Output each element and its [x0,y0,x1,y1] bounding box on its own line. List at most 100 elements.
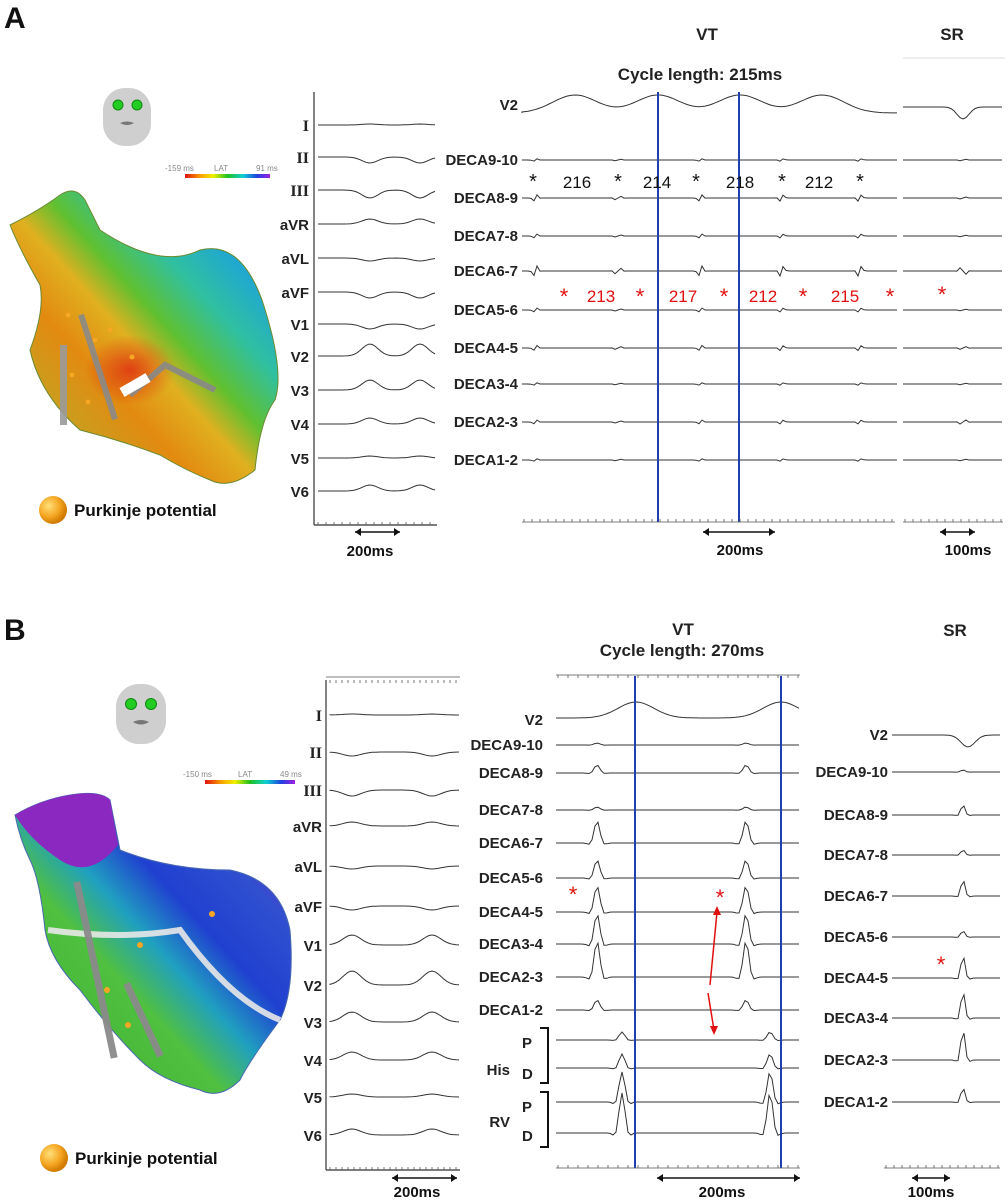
vt-lead-label: DECA1-2 [454,452,518,469]
lat-max-label: 91 ms [256,164,278,173]
surface-lead-label: V2 [291,349,309,366]
scale-vt-b: 200ms [699,1184,746,1200]
his-rv-trace [556,1052,799,1070]
sr-lead-trace [903,158,1002,162]
surface-lead-trace [318,189,436,199]
deca-activation-asterisk: * [614,171,622,193]
purkinje-asterisk: * [569,882,578,907]
cycle-interval-label: 218 [726,173,754,192]
cycle-length-b: Cycle length: 270ms [600,641,764,660]
deca-activation-asterisk: * [529,171,537,193]
surface-lead-label: III [290,183,309,200]
sr-lead-label: DECA4-5 [824,970,888,987]
cycle-interval-label: 214 [643,173,671,192]
surface-lead-label: V5 [304,1090,322,1107]
surface-lead-label: aVF [281,285,309,302]
sr-lead-label: DECA2-3 [824,1052,888,1069]
surface-lead-trace [318,484,436,492]
surface-lead-trace [329,865,460,870]
vt-lead-label: DECA9-10 [445,152,518,169]
his-rv-trace [556,1031,799,1042]
sr-lead-label: DECA1-2 [824,1094,888,1111]
vt-lead-trace [556,764,799,775]
lat-max-label: 49 ms [280,770,302,779]
surface-lead-label: II [310,745,322,762]
sr-lead-trace [903,196,1002,200]
vt-lead-trace [522,158,897,162]
vt-lead-trace [522,344,897,352]
orange-sphere-icon [39,496,67,524]
vt-lead-trace [556,941,799,980]
sr-lead-trace [903,382,1002,386]
sr-lead-trace [903,106,1002,120]
sr-lead-trace [892,849,1000,856]
vt-lead-label: V2 [525,712,543,729]
vt-block: VT Cycle length: 215ms V2 DECA9-10 DECA8-9… [445,25,897,559]
surface-lead-trace [329,751,460,757]
legend-label: Purkinje potential [74,501,217,520]
vt-lead-label: DECA7-8 [479,802,543,819]
surface-lead-label: V4 [304,1053,323,1070]
rv-d-label: D [522,1128,533,1145]
panel-letter-b: B [4,614,26,647]
sr-lead-label: DECA9-10 [815,764,888,781]
sr-lead-trace [892,1088,1000,1104]
surface-lead-label: I [303,118,309,135]
vt-lead-label: DECA3-4 [479,936,544,953]
sr-lead-label: DECA7-8 [824,847,888,864]
surface-lead-trace [318,156,436,164]
lat-min-label: -150 ms [183,770,212,779]
purkinje-interval-label: 213 [587,287,615,306]
vt-lead-trace [522,382,897,386]
sr-lead-label: DECA6-7 [824,888,888,905]
vt-lead-label: DECA6-7 [454,263,518,280]
purkinje-asterisk: * [636,284,645,309]
his-p-label: P [522,1035,532,1052]
sr-lead-label: DECA3-4 [824,1010,889,1027]
surface-lead-trace [318,417,436,425]
purkinje-interval-label: 212 [749,287,777,306]
vt-lead-label: DECA7-8 [454,228,518,245]
vt-lead-label: DECA5-6 [479,870,543,887]
panel-letter-a: A [4,2,26,35]
sr-lead-trace [903,419,1002,425]
sr-lead-trace [892,993,1000,1020]
surface-lead-trace [318,123,436,126]
vt-lead-label: DECA8-9 [479,765,543,782]
vt-lead-trace [522,307,897,313]
vt-lead-label: DECA6-7 [479,835,543,852]
lat-colorbar: -150 ms LAT 49 ms [183,770,302,784]
purkinje-interval-label: 215 [831,287,859,306]
surface-lead-label: I [316,708,322,725]
sr-lead-trace [892,734,1000,748]
surface-lead-label: V2 [304,978,322,995]
vt-lead-label: V2 [500,97,518,114]
surface-lead-trace [329,821,460,827]
surface-lead-label: V6 [304,1128,322,1145]
rv-label: RV [489,1114,510,1131]
vt-lead-trace [556,860,799,880]
purkinje-asterisk: * [720,284,729,309]
scale-sr-b: 100ms [908,1184,955,1200]
surface-lead-trace [329,1011,460,1023]
face-orientation-icon [103,88,151,146]
rv-bracket: RV P D [489,1091,549,1148]
vt-lead-label: DECA9-10 [470,737,543,754]
vt-heading-b: VT [672,620,694,639]
vt-lead-label: DECA2-3 [454,414,518,431]
purkinje-asterisk: * [560,284,569,309]
surface-lead-label: aVL [294,859,322,876]
surface-lead-trace [318,257,436,262]
surface-lead-label: aVL [281,251,309,268]
purkinje-interval-label: 217 [669,287,697,306]
surface-lead-trace [329,789,460,797]
vt-lead-trace [522,194,897,202]
sr-lead-label: DECA8-9 [824,807,888,824]
sr-lead-trace [903,346,1002,350]
his-rv-trace [556,1092,799,1136]
vt-lead-trace [556,742,799,746]
deca-activation-asterisk: * [778,171,786,193]
purkinje-legend: Purkinje potential [39,496,217,524]
surface-lead-trace [318,323,436,330]
